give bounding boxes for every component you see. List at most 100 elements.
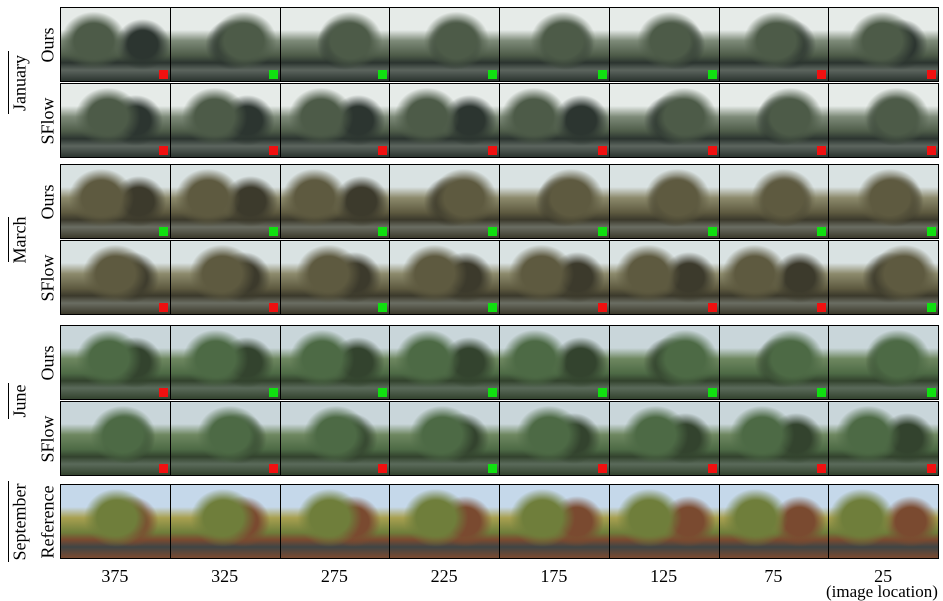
match-marker: [378, 388, 387, 397]
match-marker: [598, 303, 607, 312]
match-marker: [159, 227, 168, 236]
image-cell: [609, 164, 720, 239]
image-cell: [280, 164, 391, 239]
match-marker: [927, 303, 936, 312]
image-cell: [499, 164, 610, 239]
image-cell: [170, 401, 281, 476]
match-marker: [269, 388, 278, 397]
image-cell: [719, 325, 830, 400]
match-marker: [488, 303, 497, 312]
match-marker: [708, 146, 717, 155]
row-label: SFlow: [38, 254, 59, 301]
match-marker: [817, 227, 826, 236]
image-cell: [828, 240, 939, 315]
match-marker: [708, 388, 717, 397]
match-marker: [927, 388, 936, 397]
match-marker: [159, 464, 168, 473]
image-cell: [828, 484, 939, 559]
image-cell: [719, 401, 830, 476]
column-label: 225: [431, 566, 458, 587]
row-label: SFlow: [38, 97, 59, 144]
match-marker: [598, 146, 607, 155]
figure: (image location) JanuaryOursSFlowMarchOu…: [0, 0, 943, 601]
row-label: Ours: [38, 345, 59, 380]
match-marker: [269, 464, 278, 473]
image-cell: [609, 484, 720, 559]
image-cell: [60, 240, 171, 315]
match-marker: [817, 146, 826, 155]
group-rule: [8, 217, 9, 262]
match-marker: [269, 303, 278, 312]
image-cell: [60, 83, 171, 158]
image-cell: [280, 7, 391, 82]
match-marker: [708, 464, 717, 473]
image-cell: [389, 325, 500, 400]
column-label: 375: [101, 566, 128, 587]
group-rule: [8, 51, 9, 114]
match-marker: [488, 146, 497, 155]
image-cell: [609, 401, 720, 476]
match-marker: [159, 388, 168, 397]
image-cell: [828, 325, 939, 400]
image-cell: [170, 240, 281, 315]
image-cell: [389, 83, 500, 158]
match-marker: [269, 227, 278, 236]
image-cell: [828, 7, 939, 82]
match-marker: [817, 70, 826, 79]
match-marker: [598, 464, 607, 473]
image-cell: [170, 164, 281, 239]
match-marker: [817, 303, 826, 312]
group-rule: [8, 383, 9, 419]
group-label: June: [10, 384, 31, 417]
match-marker: [598, 227, 607, 236]
row-label: Reference: [38, 485, 59, 558]
column-label: 25: [874, 566, 892, 587]
match-marker: [488, 464, 497, 473]
match-marker: [159, 303, 168, 312]
image-cell: [60, 401, 171, 476]
image-cell: [170, 325, 281, 400]
match-marker: [708, 70, 717, 79]
match-marker: [378, 303, 387, 312]
image-cell: [170, 83, 281, 158]
match-marker: [159, 70, 168, 79]
match-marker: [927, 70, 936, 79]
image-cell: [280, 484, 391, 559]
image-cell: [719, 164, 830, 239]
column-label: 325: [211, 566, 238, 587]
match-marker: [488, 70, 497, 79]
match-marker: [927, 146, 936, 155]
match-marker: [708, 303, 717, 312]
image-cell: [499, 401, 610, 476]
image-cell: [389, 401, 500, 476]
match-marker: [378, 227, 387, 236]
image-cell: [499, 7, 610, 82]
image-cell: [389, 240, 500, 315]
match-marker: [159, 146, 168, 155]
image-cell: [719, 484, 830, 559]
match-marker: [269, 70, 278, 79]
match-marker: [927, 464, 936, 473]
image-cell: [828, 164, 939, 239]
match-marker: [708, 227, 717, 236]
column-label: 175: [540, 566, 567, 587]
row-label: Ours: [38, 27, 59, 62]
image-cell: [828, 401, 939, 476]
image-cell: [828, 83, 939, 158]
image-cell: [609, 325, 720, 400]
image-cell: [280, 83, 391, 158]
match-marker: [378, 464, 387, 473]
image-cell: [499, 83, 610, 158]
match-marker: [488, 227, 497, 236]
image-cell: [60, 7, 171, 82]
row-label: SFlow: [38, 415, 59, 462]
image-cell: [60, 325, 171, 400]
image-cell: [719, 240, 830, 315]
image-cell: [499, 240, 610, 315]
match-marker: [269, 146, 278, 155]
image-cell: [170, 7, 281, 82]
column-label: 75: [764, 566, 782, 587]
match-marker: [927, 227, 936, 236]
image-cell: [280, 240, 391, 315]
image-cell: [719, 83, 830, 158]
